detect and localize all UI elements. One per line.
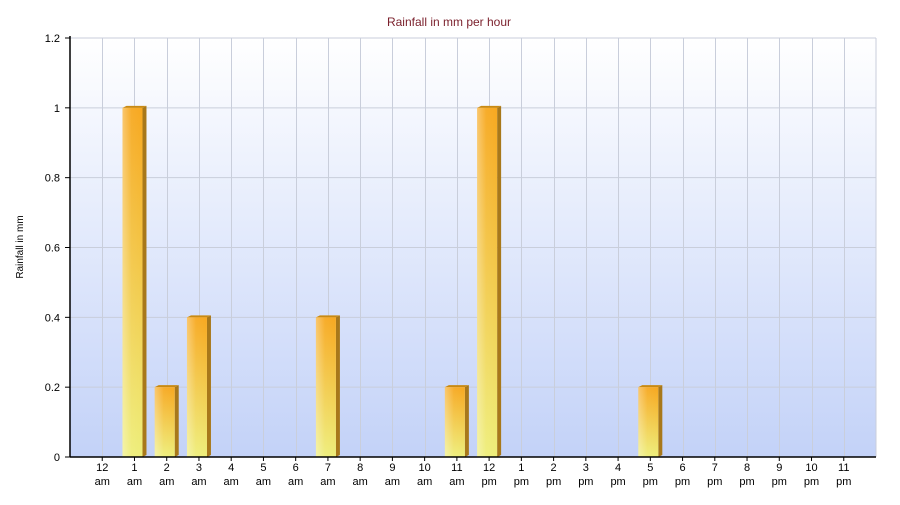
y-tick-label: 1.2 xyxy=(45,33,60,45)
x-tick-label: pm xyxy=(804,476,819,488)
x-tick-label: am xyxy=(191,476,206,488)
x-tick-label: am xyxy=(320,476,335,488)
bar-top xyxy=(315,315,340,318)
x-tick-label: pm xyxy=(610,476,625,488)
x-tick-label: 5 xyxy=(260,462,266,474)
bar-side xyxy=(335,315,340,457)
x-tick-label: 12 xyxy=(483,462,495,474)
x-tick-label: am xyxy=(385,476,400,488)
x-tick-label: pm xyxy=(643,476,658,488)
x-tick-label: 10 xyxy=(805,462,817,474)
x-tick-label: pm xyxy=(836,476,851,488)
x-tick-label: pm xyxy=(578,476,593,488)
bar-top xyxy=(186,315,211,318)
bar-side xyxy=(497,105,502,457)
plot-area: 00.20.40.60.811.212am1am2am3am4am5am6am7… xyxy=(45,33,877,488)
x-tick-label: 11 xyxy=(838,462,849,474)
bar-highlight xyxy=(638,387,659,457)
x-tick-label: 4 xyxy=(615,462,621,474)
x-tick-label: 2 xyxy=(551,462,557,474)
x-tick-label: am xyxy=(256,476,271,488)
x-tick-label: pm xyxy=(675,476,690,488)
x-tick-label: am xyxy=(417,476,432,488)
chart-title: Rainfall in mm per hour xyxy=(387,15,511,29)
x-tick-label: 4 xyxy=(228,462,234,474)
x-tick-label: am xyxy=(449,476,464,488)
x-tick-label: 9 xyxy=(389,462,395,474)
x-tick-label: pm xyxy=(739,476,754,488)
x-tick-label: 1 xyxy=(518,462,524,474)
x-tick-label: am xyxy=(159,476,174,488)
bar-highlight xyxy=(444,387,465,457)
bar-side xyxy=(464,385,469,457)
bar-side xyxy=(142,105,147,457)
x-tick-label: pm xyxy=(514,476,529,488)
x-tick-label: 3 xyxy=(583,462,589,474)
y-tick-label: 0.8 xyxy=(45,173,60,185)
x-tick-label: 11 xyxy=(451,462,462,474)
x-tick-label: pm xyxy=(707,476,722,488)
x-tick-label: am xyxy=(353,476,368,488)
bar-side xyxy=(206,315,211,457)
y-axis-label: Rainfall in mm xyxy=(15,215,26,278)
bar-side xyxy=(658,385,663,457)
bar-highlight xyxy=(477,107,498,457)
bar-top xyxy=(444,385,469,388)
x-tick-label: 8 xyxy=(357,462,363,474)
x-tick-label: 2 xyxy=(164,462,170,474)
x-tick-label: pm xyxy=(546,476,561,488)
bar-top xyxy=(638,385,663,388)
x-tick-label: am xyxy=(127,476,142,488)
y-tick-label: 1 xyxy=(54,103,60,115)
x-tick-label: 12 xyxy=(96,462,108,474)
bar-highlight xyxy=(315,317,336,457)
x-tick-label: 6 xyxy=(679,462,685,474)
x-tick-label: 9 xyxy=(776,462,782,474)
bar-highlight xyxy=(154,387,175,457)
y-tick-label: 0 xyxy=(54,452,60,464)
x-tick-label: 6 xyxy=(293,462,299,474)
y-tick-label: 0.2 xyxy=(45,382,60,394)
x-tick-label: am xyxy=(224,476,239,488)
x-tick-label: 7 xyxy=(712,462,718,474)
x-tick-label: am xyxy=(95,476,110,488)
bar-side xyxy=(174,385,179,457)
x-tick-label: am xyxy=(288,476,303,488)
x-tick-label: pm xyxy=(772,476,787,488)
x-tick-label: pm xyxy=(481,476,496,488)
bar-top xyxy=(477,105,502,108)
x-tick-label: 8 xyxy=(744,462,750,474)
x-tick-label: 5 xyxy=(647,462,653,474)
bar-top xyxy=(154,385,179,388)
x-tick-label: 3 xyxy=(196,462,202,474)
bar-highlight xyxy=(122,107,143,457)
x-tick-label: 10 xyxy=(419,462,431,474)
bar-highlight xyxy=(186,317,207,457)
x-tick-label: 1 xyxy=(131,462,137,474)
y-tick-label: 0.6 xyxy=(45,243,60,255)
y-tick-label: 0.4 xyxy=(45,312,60,324)
bar-top xyxy=(122,105,147,108)
x-tick-label: 7 xyxy=(325,462,331,474)
